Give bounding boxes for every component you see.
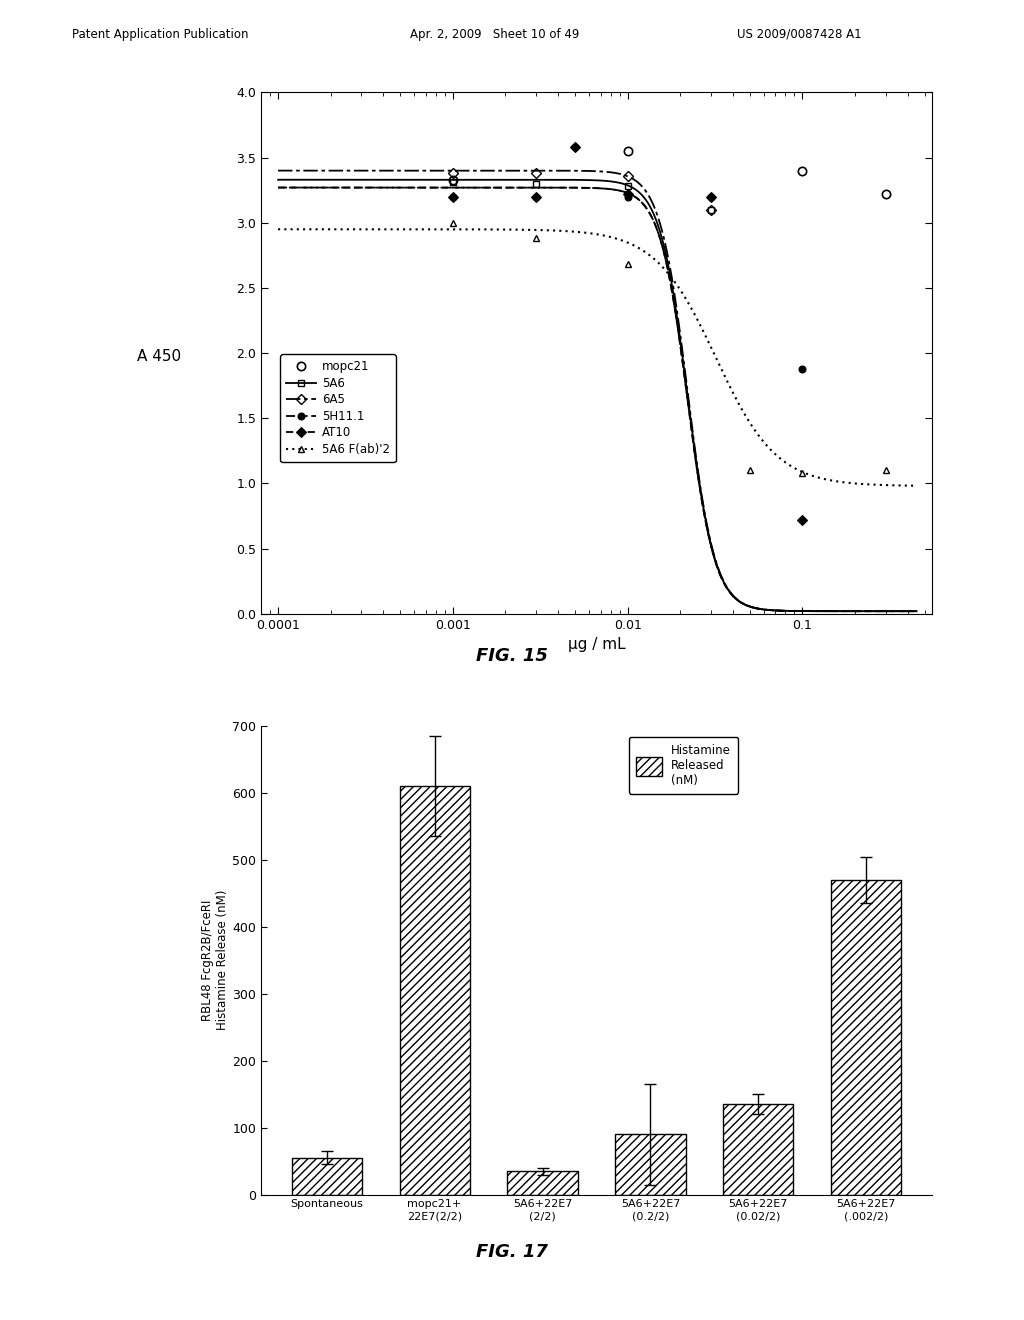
- X-axis label: μg / mL: μg / mL: [567, 638, 626, 652]
- Text: Apr. 2, 2009   Sheet 10 of 49: Apr. 2, 2009 Sheet 10 of 49: [410, 28, 579, 41]
- Text: FIG. 15: FIG. 15: [476, 647, 548, 665]
- Y-axis label: RBL48 FcgR2B/FceRI
Histamine Release (nM): RBL48 FcgR2B/FceRI Histamine Release (nM…: [202, 890, 229, 1031]
- Text: FIG. 17: FIG. 17: [476, 1243, 548, 1262]
- Text: Patent Application Publication: Patent Application Publication: [72, 28, 248, 41]
- Bar: [615, 1134, 685, 1195]
- Legend: mopc21, 5A6, 6A5, 5H11.1, AT10, 5A6 F(ab)'2: mopc21, 5A6, 6A5, 5H11.1, AT10, 5A6 F(ab…: [281, 354, 395, 462]
- Bar: [399, 787, 470, 1195]
- Bar: [508, 1171, 578, 1195]
- Text: A 450: A 450: [136, 348, 181, 364]
- Bar: [831, 880, 901, 1195]
- Bar: [723, 1105, 794, 1195]
- Bar: [292, 1158, 361, 1195]
- Legend: Histamine
Released
(nM): Histamine Released (nM): [629, 737, 738, 793]
- Text: US 2009/0087428 A1: US 2009/0087428 A1: [737, 28, 862, 41]
